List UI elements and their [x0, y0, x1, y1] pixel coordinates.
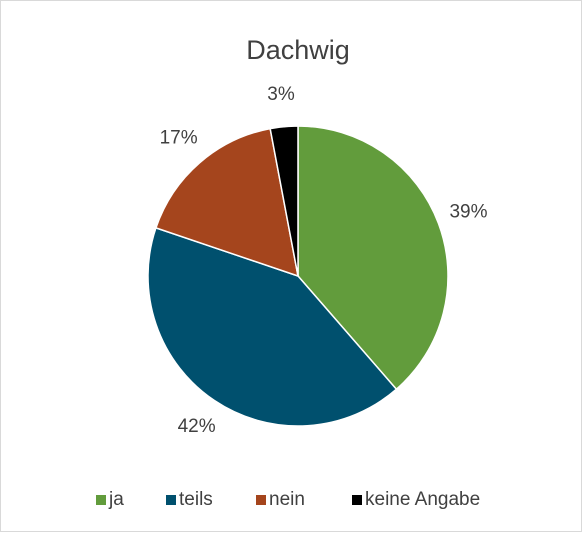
pie-slice	[154, 127, 299, 278]
legend-swatch	[96, 495, 106, 505]
legend-label: teils	[179, 489, 213, 510]
legend-label: ja	[108, 489, 124, 510]
legend-swatch	[256, 495, 266, 505]
legend-label: nein	[269, 489, 305, 510]
legend-label: keine Angabe	[365, 489, 480, 510]
data-label: 42%	[178, 416, 216, 437]
data-label: 39%	[449, 201, 487, 222]
data-label: 17%	[160, 128, 198, 149]
legend-swatch	[166, 495, 176, 505]
data-label: 3%	[267, 84, 295, 105]
pie-slice	[147, 226, 398, 427]
pie-slice	[269, 125, 299, 277]
pie-slice	[297, 125, 449, 391]
chart-title: Dachwig	[246, 35, 350, 65]
legend-swatch	[352, 495, 362, 505]
